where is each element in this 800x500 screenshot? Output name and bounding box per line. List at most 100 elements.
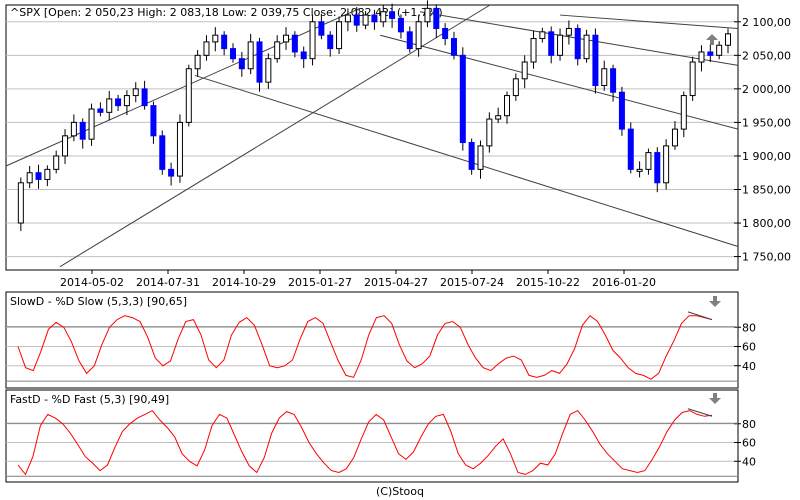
candle-body	[300, 51, 307, 60]
candle-body	[362, 14, 369, 26]
candle-body	[26, 172, 33, 184]
candle-body	[689, 61, 696, 97]
candle	[159, 130, 166, 175]
candle	[654, 147, 661, 193]
x-tick-label: 2014-10-29	[212, 276, 276, 289]
slow-line-group	[17, 311, 713, 380]
candle-body	[530, 38, 537, 63]
candle-body	[680, 95, 687, 130]
candle-body	[238, 58, 245, 70]
fast-grid	[6, 422, 741, 477]
candle	[592, 28, 599, 94]
candle	[680, 91, 687, 138]
candle	[265, 53, 272, 89]
x-tick-label: 2015-07-24	[440, 276, 504, 289]
candle	[256, 37, 263, 92]
candle-body	[645, 152, 652, 170]
candle-body	[106, 98, 113, 113]
slow-y-axis-labels: 40 60 80	[742, 321, 756, 373]
candle	[512, 73, 519, 101]
candle	[185, 64, 192, 127]
candle	[636, 161, 643, 178]
candle-body	[97, 108, 104, 113]
candle	[88, 103, 95, 146]
trend-segment	[687, 311, 713, 321]
candle-body	[141, 88, 148, 107]
candle-body	[203, 41, 210, 56]
candle	[716, 41, 723, 60]
candle	[406, 26, 413, 53]
candle-body	[707, 51, 714, 56]
candle-body	[371, 14, 378, 23]
price-grid	[6, 21, 741, 274]
slow-grid	[6, 326, 741, 382]
price-x-axis-labels: 2014-05-02 2014-07-31 2014-10-29 2015-01-27…	[60, 276, 656, 289]
candle	[468, 138, 475, 175]
candle-body	[70, 121, 77, 137]
candle-body	[247, 41, 254, 70]
candle-body	[291, 34, 298, 53]
candle	[450, 31, 457, 60]
candle-body	[442, 27, 449, 40]
candle-body	[468, 142, 475, 170]
candle	[415, 15, 422, 57]
candle-body	[671, 128, 678, 147]
candle-body	[601, 68, 608, 87]
trend-segment	[687, 408, 713, 417]
x-tick-label: 2015-01-27	[288, 276, 352, 289]
candle	[530, 30, 537, 69]
candle-body	[176, 121, 183, 177]
candle-body	[610, 68, 617, 93]
x-tick-label: 2014-05-02	[60, 276, 124, 289]
candle	[389, 3, 396, 28]
candle	[433, 4, 440, 38]
candle-body	[256, 41, 263, 83]
candle	[203, 35, 210, 61]
candle	[521, 55, 528, 89]
footer-copyright: (C)Stooq	[375, 485, 424, 498]
candle	[583, 29, 590, 63]
candle	[459, 47, 466, 151]
candle-body	[123, 95, 130, 107]
candle-body	[159, 135, 166, 170]
candle-body	[406, 31, 413, 50]
y-tick-label: 1 850,00	[742, 183, 791, 196]
candle-body	[283, 34, 290, 43]
candle-body	[229, 48, 236, 60]
candle-body	[548, 31, 555, 56]
candle-body	[716, 44, 723, 56]
y-tick-label: 40	[742, 360, 756, 373]
y-tick-label: 1 800,00	[742, 217, 791, 230]
candle-body	[636, 168, 643, 172]
y-tick-label: 2 050,00	[742, 49, 791, 62]
fast-panel-title: FastD - %D Fast (5,3) [90,49]	[10, 393, 169, 406]
candle-body	[168, 168, 175, 177]
candle	[574, 24, 581, 66]
y-tick-label: 80	[742, 321, 756, 334]
slow-panel-title: SlowD - %D Slow (5,3,3) [90,65]	[10, 295, 187, 308]
candle	[229, 43, 236, 63]
candle	[477, 140, 484, 179]
y-tick-label: 1 750,00	[742, 251, 791, 264]
fast-line-group	[17, 408, 713, 476]
candle	[327, 31, 334, 57]
candle-body	[132, 88, 139, 97]
candle-body	[495, 115, 502, 120]
candle	[671, 121, 678, 150]
candle	[442, 23, 449, 46]
candle-body	[459, 54, 466, 144]
candle	[353, 7, 360, 32]
candle	[318, 13, 325, 40]
candle-body	[265, 58, 272, 83]
candle-body	[450, 38, 457, 56]
candle-body	[574, 27, 581, 60]
candle	[62, 129, 69, 164]
candle	[689, 56, 696, 101]
candle	[548, 26, 555, 64]
candle	[565, 20, 572, 45]
candle-body	[274, 41, 281, 60]
candle	[618, 86, 625, 136]
candle	[221, 31, 228, 56]
y-tick-label: 2 100,00	[742, 16, 791, 29]
